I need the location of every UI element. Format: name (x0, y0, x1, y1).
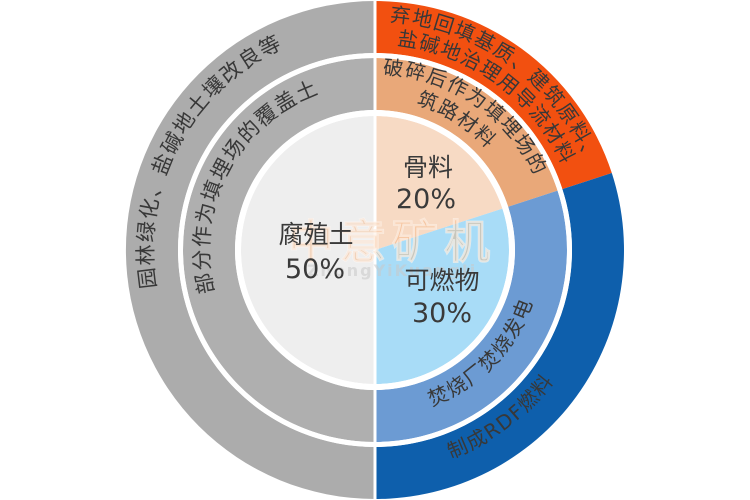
inner-pie-slice-humus (241, 116, 375, 384)
outer-ring-segment-humus (125, 0, 375, 499)
inner-label-aggregate-name: 骨料 (403, 153, 453, 182)
inner-pie-slice-combustible (375, 208, 509, 384)
inner-label-combustible: 可燃物 30% (404, 266, 479, 329)
inner-label-humus-name: 腐殖土 (278, 220, 353, 249)
inner-label-humus-pct: 50% (285, 254, 345, 285)
middle-ring-segment-combustible (375, 190, 567, 442)
inner-pie-slice-aggregate (375, 116, 503, 250)
middle-ring-segment-aggregate (375, 58, 558, 207)
watermark: 中意矿机 ZhongYiKuangJi (288, 215, 496, 280)
inner-label-combustible-name: 可燃物 (404, 266, 479, 295)
watermark-cn-text: 中意矿机 (288, 215, 496, 269)
inner-label-humus: 腐殖土 50% (278, 220, 353, 285)
inner-label-combustible-pct: 30% (412, 298, 472, 329)
inner-label-aggregate-pct: 20% (396, 184, 456, 215)
middle-ring-segment-humus (183, 58, 375, 442)
watermark-en-text: ZhongYiKuangJi (307, 261, 477, 280)
outer-ring-segment-combustible (375, 173, 624, 500)
outer-ring-segment-aggregate (375, 1, 612, 190)
inner-label-aggregate: 骨料 20% (396, 153, 456, 215)
